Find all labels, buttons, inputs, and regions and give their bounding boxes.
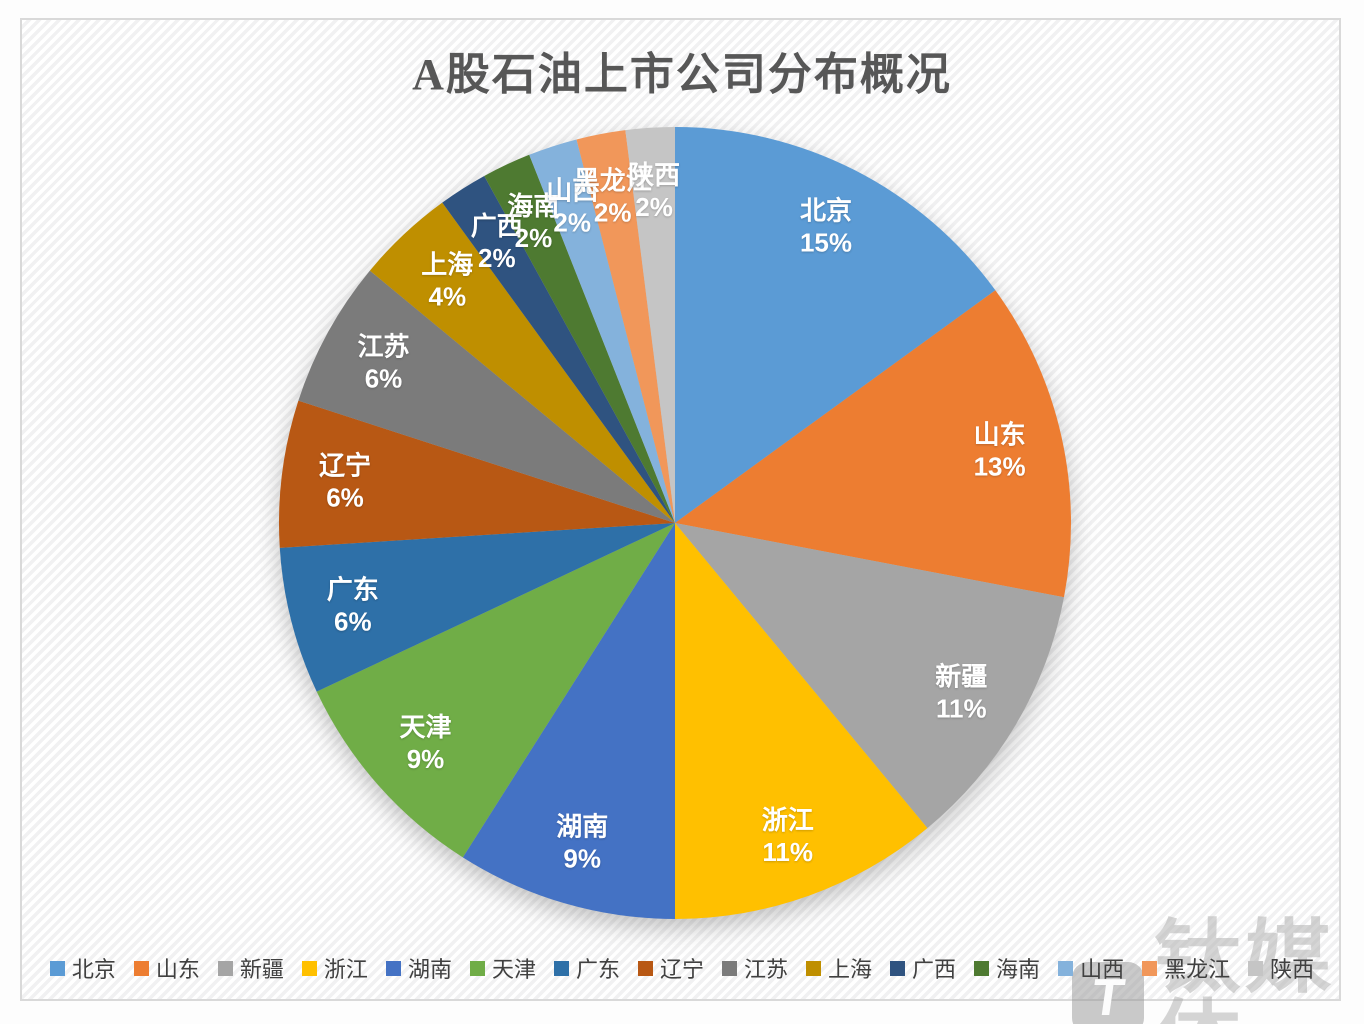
legend-label: 广东 [575,957,620,982]
pie-slice [462,523,675,919]
pie-slice [576,130,675,523]
legend-swatch [637,960,653,976]
legend-swatch [974,960,990,976]
legend-item: 上海 [806,952,872,984]
legend-swatch [49,960,65,976]
legend-swatch [1142,960,1158,976]
legend: 北京 山东 新疆 浙江 湖南 天津 广东 辽宁 江苏 上海 广西 海南 山西 黑龙江 陕西 [20,952,1344,984]
slice-label: 海南 2% [507,192,559,253]
slice-label: 辽宁 6% [319,450,371,512]
pie-slice [279,523,675,692]
legend-label: 山西 [1080,957,1125,982]
legend-label: 陕西 [1270,957,1315,982]
legend-item: 海南 [974,952,1040,984]
legend-swatch [385,960,401,976]
slice-labels: 北京 15% 山东 13% 新疆 11% 浙江 11% 湖南 9% 天津 9% 广东 6% 辽宁 6% 江苏 6%… [319,161,1026,873]
legend-swatch [1248,960,1264,976]
legend-label: 黑龙江 [1164,957,1231,982]
legend-item: 山西 [1058,952,1124,984]
pie-slice [278,400,675,548]
pie-chart: 北京 15% 山东 13% 新疆 11% 浙江 11% 湖南 9% 天津 9% 广东 6% 辽宁 6% 江苏 6%… [249,97,1101,949]
pie-slice [529,139,675,523]
legend-item: 广东 [553,952,620,984]
pie-slice [484,154,675,523]
slice-label: 北京 15% [800,196,852,258]
legend-label: 湖南 [407,957,452,982]
legend-item: 浙江 [301,952,368,984]
legend-item: 黑龙江 [1142,952,1230,984]
slice-label: 江苏 6% [357,333,409,394]
slice-label: 浙江 11% [762,806,814,867]
slice-label: 陕西 2% [628,161,680,222]
pie-slice [369,202,675,523]
pie-slice [675,290,1072,598]
slice-label: 山东 13% [974,419,1026,481]
pie-svg: 北京 15% 山东 13% 新疆 11% 浙江 11% 湖南 9% 天津 9% 广东 6% 辽宁 6% 江苏 6%… [278,127,1072,919]
slice-label: 黑龙江 2% [574,166,652,227]
legend-swatch [553,960,569,976]
pie-slices [278,127,1072,919]
pie-slice [675,523,1064,829]
chart-title: A股石油上市公司分布概况 [412,50,952,99]
slice-label: 新疆 11% [935,661,987,723]
legend-item: 广西 [890,952,956,984]
pie-slice [675,523,928,919]
legend-item: 陕西 [1248,952,1314,984]
pie-slice [298,270,675,523]
legend-swatch [806,960,822,976]
legend-label: 江苏 [744,957,789,982]
legend-swatch [890,960,906,976]
legend-swatch [469,960,485,976]
legend-item: 江苏 [722,952,788,984]
legend-item: 山东 [133,952,200,984]
legend-label: 天津 [491,957,536,982]
legend-label: 北京 [71,957,116,982]
slice-label: 广东 6% [327,575,379,637]
legend-label: 广西 [912,957,957,982]
pie-slice [442,175,675,523]
legend-label: 浙江 [323,957,368,982]
legend-swatch [301,960,317,976]
pie-slice [316,523,675,858]
slice-label: 上海 4% [421,251,473,312]
legend-swatch [217,960,233,976]
pie-slice [625,127,675,523]
legend-item: 辽宁 [637,952,704,984]
slice-label: 广西 2% [471,212,523,273]
legend-label: 海南 [996,957,1041,982]
pie-slice [675,127,996,523]
legend-label: 山东 [155,957,200,982]
slice-label: 天津 9% [399,713,451,774]
legend-label: 新疆 [239,957,284,982]
legend-label: 上海 [828,957,873,982]
legend-label: 辽宁 [659,957,704,982]
legend-item: 天津 [469,952,536,984]
legend-item: 北京 [49,952,116,984]
legend-swatch [1058,960,1074,976]
legend-item: 湖南 [385,952,452,984]
legend-item: 新疆 [217,952,284,984]
slice-label: 湖南 9% [556,812,608,873]
slice-label: 山西 2% [546,177,598,238]
legend-swatch [722,960,737,976]
legend-swatch [133,960,149,976]
